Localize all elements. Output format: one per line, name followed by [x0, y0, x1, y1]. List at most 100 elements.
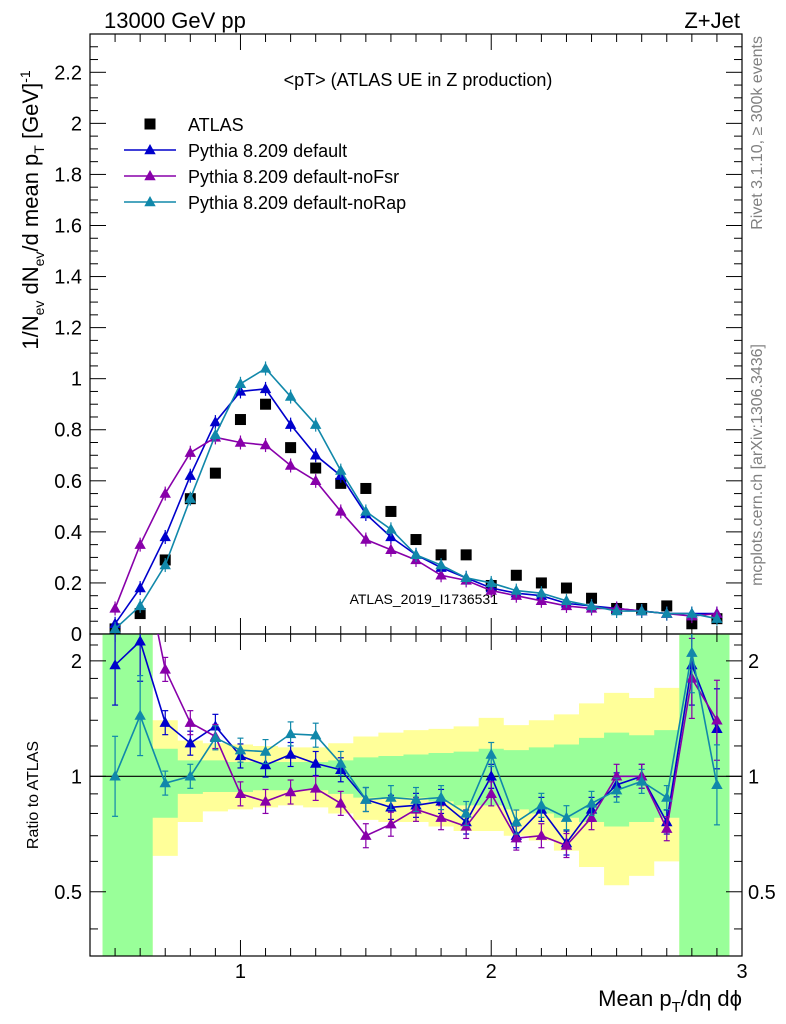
ratio-point — [435, 811, 447, 822]
data-point — [635, 605, 648, 616]
ratio-y-tick-label: 1 — [71, 766, 82, 788]
ratio-point — [259, 745, 272, 756]
data-point — [184, 469, 197, 480]
ratio-point — [560, 811, 573, 822]
ratio-point — [109, 770, 121, 781]
data-point — [460, 571, 472, 583]
ratio-point — [335, 757, 347, 768]
ratio-point — [485, 787, 497, 799]
data-point — [184, 492, 197, 503]
legend-label: ATLAS — [188, 115, 244, 135]
data-point — [510, 584, 523, 595]
data-point — [485, 576, 497, 588]
ratio-point — [184, 770, 197, 781]
ratio-point — [134, 635, 146, 646]
ratio-point — [711, 778, 723, 790]
data-point — [309, 418, 322, 429]
data-point — [310, 462, 322, 474]
legend-item: Pythia 8.209 default-noRap — [124, 193, 406, 213]
data-point — [335, 477, 347, 489]
data-point — [535, 577, 547, 589]
data-point — [460, 549, 472, 561]
plot-title: <pT> (ATLAS UE in Z production) — [284, 70, 553, 90]
y-tick-label: 0.8 — [54, 420, 82, 442]
data-point — [560, 582, 572, 594]
legend-label: Pythia 8.209 default-noFsr — [188, 167, 399, 187]
data-point — [535, 587, 548, 598]
ratio-point — [510, 816, 523, 827]
legend-item: Pythia 8.209 default — [124, 141, 347, 161]
data-point — [586, 592, 598, 604]
legend-label: Pythia 8.209 default-noRap — [188, 193, 406, 213]
legend-item: ATLAS — [144, 115, 244, 135]
ratio-point — [661, 822, 673, 833]
legend-marker — [144, 144, 156, 155]
y-tick-label: 0.6 — [54, 471, 82, 493]
main-series — [109, 361, 723, 634]
main-panel: 0 0.2 0.4 0.6 0.8 1 1.2 1.4 1.6 1.8 2 2.2 1/Nev dNev… — [17, 33, 743, 646]
data-point — [335, 505, 347, 516]
ratio-point — [335, 797, 347, 808]
data-point — [435, 569, 447, 580]
data-point — [234, 414, 246, 426]
ratio-point — [184, 737, 197, 748]
legend-marker — [144, 170, 156, 181]
rivet-version-text: Rivet 3.1.10, ≥ 300k events — [749, 36, 766, 230]
y-tick-label: 0 — [71, 624, 82, 646]
ratio-point — [159, 777, 171, 788]
data-point — [435, 549, 447, 561]
series-line — [114, 436, 718, 617]
ratio-point — [284, 727, 297, 739]
data-point — [711, 612, 723, 623]
ratio-y-tick-label-right: 0.5 — [748, 882, 776, 904]
data-point — [284, 459, 297, 470]
legend: ATLAS Pythia 8.209 default Pythia 8.209 de… — [124, 115, 406, 213]
y-tick-label: 2 — [71, 113, 82, 135]
y-tick-label: 2.2 — [54, 62, 82, 84]
ratio-point — [284, 786, 297, 797]
data-point — [134, 599, 146, 611]
y-tick-label: 1 — [71, 369, 82, 391]
data-point — [510, 569, 522, 581]
ratio-point — [259, 795, 272, 806]
ratio-point — [711, 714, 723, 725]
ratio-point — [585, 797, 598, 808]
ratio-point — [610, 784, 623, 795]
ratio-y-tick-label-right: 1 — [748, 766, 759, 788]
data-point — [260, 398, 272, 410]
data-point — [284, 418, 297, 429]
ratio-point — [234, 787, 247, 799]
ratio-point — [385, 818, 397, 829]
ratio-point — [134, 709, 146, 720]
data-point — [385, 505, 397, 517]
ratio-point — [535, 799, 548, 810]
ratio-point — [109, 520, 120, 530]
ratio-point — [410, 793, 422, 804]
ratio-point — [284, 748, 297, 759]
ratio-point — [560, 839, 573, 850]
data-point — [259, 439, 272, 450]
series-line — [114, 367, 718, 630]
x-tick-label: 3 — [736, 961, 747, 983]
ratio-point — [385, 791, 397, 802]
data-point — [159, 487, 171, 498]
x-tick-label: 2 — [486, 961, 497, 983]
data-point — [234, 377, 247, 388]
data-point — [134, 582, 146, 593]
data-point — [661, 607, 673, 618]
data-point — [585, 599, 598, 611]
data-point — [109, 622, 121, 634]
series-3 — [109, 361, 723, 634]
data-point — [309, 474, 322, 486]
ratio-point — [360, 829, 372, 840]
ratio-point — [209, 731, 222, 743]
data-point — [360, 505, 372, 516]
data-point — [134, 538, 146, 549]
ratio-point — [661, 791, 673, 802]
ratio-point — [485, 748, 497, 759]
ratio-series — [109, 520, 723, 859]
data-point — [309, 449, 322, 460]
y-tick-label: 1.6 — [54, 215, 82, 237]
mcplots-credit-text: mcplots.cern.ch [arXiv:1306.3436] — [749, 344, 766, 586]
